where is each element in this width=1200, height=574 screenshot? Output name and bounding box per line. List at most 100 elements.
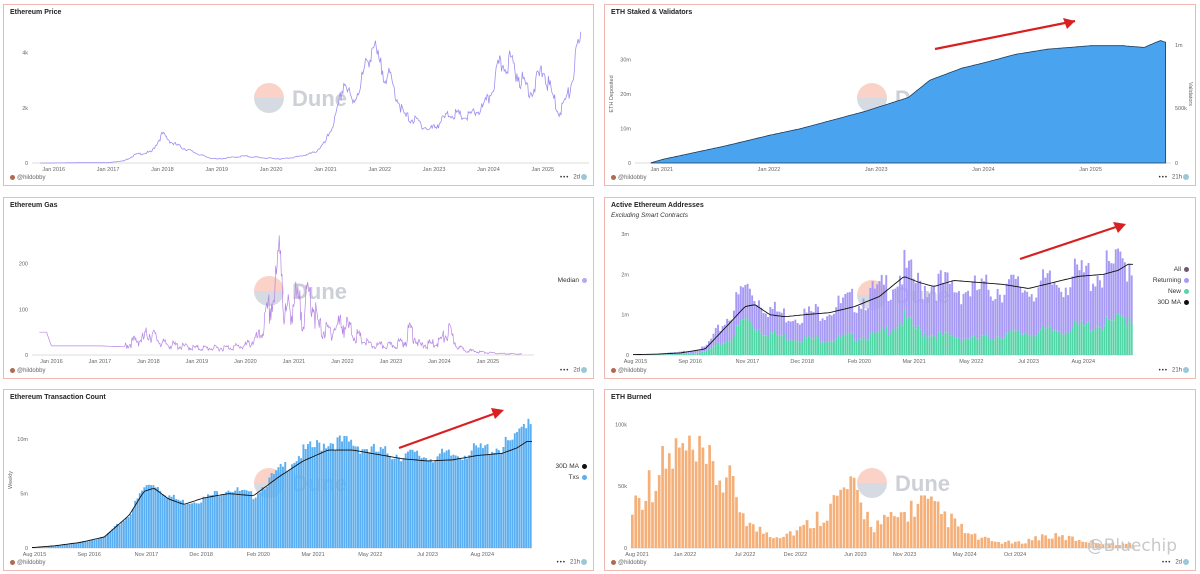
bar-new — [744, 318, 747, 355]
bar-returning — [717, 324, 720, 343]
x-tick-label: Jan 2022 — [758, 167, 781, 173]
bar-new — [835, 338, 838, 355]
more-icon[interactable]: ••• — [1158, 368, 1168, 374]
bar-new — [1039, 329, 1042, 355]
legend-item-median[interactable]: Median — [558, 275, 587, 286]
refresh-icon[interactable] — [581, 174, 587, 181]
bar-new — [1005, 333, 1008, 355]
bar-txs — [243, 489, 246, 548]
bar-returning — [812, 312, 815, 339]
bar-txs — [136, 498, 139, 548]
bar-returning — [837, 295, 840, 335]
bar-returning — [1092, 283, 1095, 330]
legend-item-ma[interactable]: 30D MA — [1153, 297, 1189, 308]
refresh-icon[interactable] — [581, 559, 587, 566]
more-icon[interactable]: ••• — [1162, 560, 1172, 566]
refresh-info[interactable]: ••• 2d — [1162, 559, 1189, 566]
refresh-info[interactable]: ••• 21h — [1159, 367, 1189, 374]
legend-item-all[interactable]: All — [1153, 264, 1189, 275]
bar-returning — [773, 301, 776, 331]
bar-returning — [855, 312, 858, 341]
bar-returning — [951, 280, 954, 335]
bar-new — [1008, 332, 1010, 355]
refresh-icon[interactable] — [1183, 367, 1189, 374]
refresh-icon[interactable] — [1183, 174, 1189, 181]
bar-txs — [395, 454, 398, 548]
bar-txs — [379, 447, 382, 548]
x-tick-label: Jan 2025 — [531, 167, 554, 173]
bar-returning — [805, 312, 808, 339]
panel-ethereum-price: Ethereum Price Dune Jan 2016 Jan 2017 Jan … — [3, 4, 594, 186]
chart-ethereum-price: Jan 2016 Jan 2017 Jan 2018 Jan 2019 Jan 2020… — [22, 31, 589, 173]
bar-txs — [113, 526, 116, 548]
x-tick-label: Jan 2025 — [1079, 167, 1102, 173]
bar-returning — [814, 304, 817, 336]
legend-item-txs[interactable]: Txs — [556, 472, 587, 483]
author[interactable]: @hildobby — [611, 559, 646, 566]
x-tick-label: Jul 2022 — [735, 552, 756, 558]
refresh-icon[interactable] — [1183, 559, 1189, 566]
refresh-info[interactable]: ••• 21h — [557, 559, 587, 566]
x-tick-label: May 2022 — [959, 359, 983, 365]
ma-30d-line — [633, 263, 1133, 356]
bar-burned — [1067, 535, 1071, 548]
bar-burned — [751, 524, 755, 548]
bar-returning — [973, 275, 976, 335]
bar-new — [780, 335, 783, 355]
x-tick-label: Jan 2022 — [368, 167, 391, 173]
bar-txs — [95, 539, 98, 548]
bar-new — [698, 352, 701, 355]
bar-burned — [788, 531, 792, 548]
bar-new — [798, 342, 801, 355]
bar-returning — [1121, 258, 1124, 317]
bar-txs — [109, 531, 112, 548]
bar-txs — [157, 487, 159, 548]
more-icon[interactable]: ••• — [560, 175, 570, 181]
author[interactable]: @hildobby — [10, 367, 45, 374]
legend-item-new[interactable]: New — [1153, 286, 1189, 297]
bar-new — [767, 336, 770, 355]
x-tick-label: Sep 2016 — [77, 552, 101, 558]
bar-txs — [302, 444, 305, 548]
y-tick-label: 0 — [25, 353, 28, 359]
bar-returning — [1037, 287, 1040, 333]
panel-ethereum-gas: Ethereum Gas Dune Jan 2016 Jan 2017 Jan 20… — [3, 197, 594, 379]
y-tick-label: 1m — [621, 313, 629, 319]
refresh-info[interactable]: ••• 21h — [1159, 174, 1189, 181]
bar-burned — [637, 497, 641, 548]
dune-logo-icon — [254, 83, 284, 113]
author[interactable]: @hildobby — [10, 174, 45, 181]
refresh-info[interactable]: ••• 2d — [560, 174, 587, 181]
bar-txs — [41, 546, 44, 548]
bar-burned — [735, 497, 738, 548]
bar-new — [689, 353, 692, 355]
legend-item-returning[interactable]: Returning — [1153, 275, 1189, 286]
legend-item-ma[interactable]: 30D MA — [556, 461, 587, 472]
bar-returning — [762, 312, 765, 336]
bar-burned — [913, 516, 916, 548]
bar-new — [928, 336, 931, 355]
bar-returning — [1096, 275, 1099, 327]
more-icon[interactable]: ••• — [1158, 175, 1168, 181]
more-icon[interactable]: ••• — [556, 560, 566, 566]
more-icon[interactable]: ••• — [560, 368, 570, 374]
bar-txs — [304, 448, 307, 548]
bar-new — [933, 335, 935, 355]
author[interactable]: @hildobby — [611, 367, 646, 374]
bar-returning — [1067, 295, 1070, 334]
bar-txs — [402, 458, 405, 548]
bar-new — [833, 340, 835, 355]
author[interactable]: @hildobby — [10, 559, 45, 566]
y-tick-label: 10m — [620, 127, 631, 133]
bar-new — [773, 330, 776, 355]
author[interactable]: @hildobby — [611, 174, 646, 181]
bar-returning — [1026, 291, 1029, 335]
bar-returning — [869, 287, 872, 334]
refresh-info[interactable]: ••• 2d — [560, 367, 587, 374]
bar-txs — [272, 473, 275, 548]
bar-txs — [368, 452, 371, 548]
bar-burned — [1108, 543, 1111, 548]
bar-new — [1121, 316, 1124, 355]
bar-txs — [175, 498, 178, 548]
refresh-icon[interactable] — [581, 367, 587, 374]
